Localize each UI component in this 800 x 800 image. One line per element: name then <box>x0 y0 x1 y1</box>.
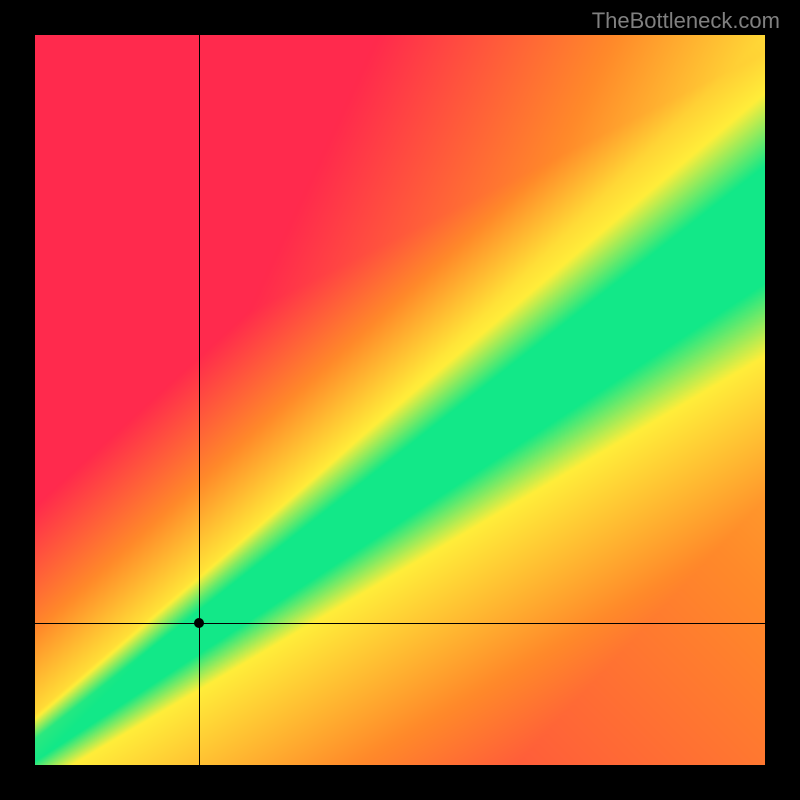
crosshair-vertical <box>199 35 200 765</box>
selection-marker <box>194 618 204 628</box>
bottleneck-heatmap <box>35 35 765 765</box>
watermark-text: TheBottleneck.com <box>592 8 780 34</box>
crosshair-horizontal <box>35 623 765 624</box>
heatmap-canvas <box>35 35 765 765</box>
